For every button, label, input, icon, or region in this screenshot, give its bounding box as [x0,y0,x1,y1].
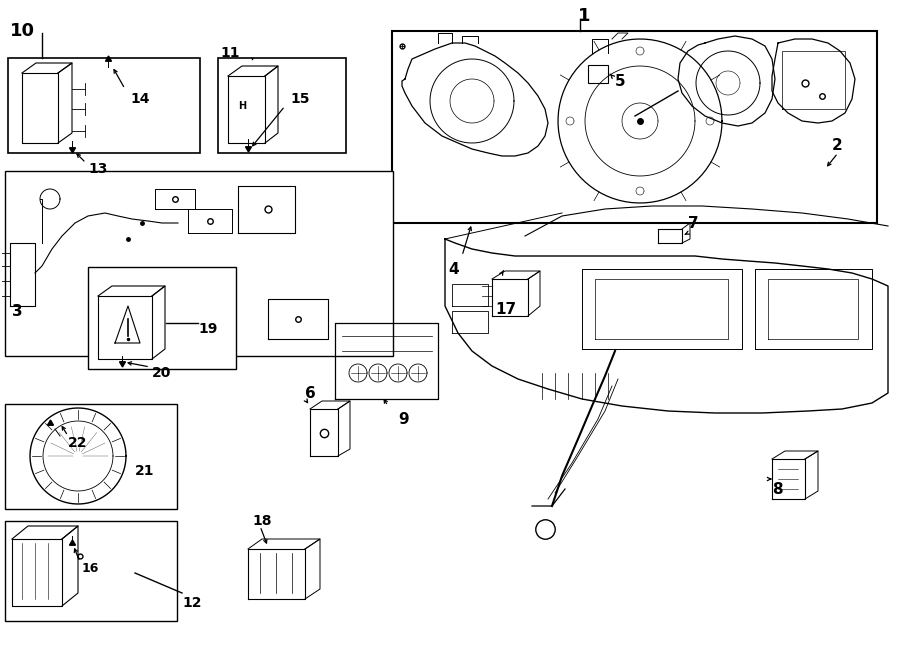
Text: 6: 6 [305,385,316,401]
Text: 12: 12 [182,596,202,610]
Text: 21: 21 [135,464,155,478]
Text: 4: 4 [448,262,459,276]
Bar [5,521,177,621]
Text: 22: 22 [68,436,87,450]
Text: 20: 20 [152,366,171,380]
Text: 3: 3 [12,303,22,319]
Bar [392,31,877,223]
Bar [5,171,393,356]
Text: 8: 8 [772,481,783,496]
Text: 11: 11 [220,46,239,60]
Text: 19: 19 [198,322,218,336]
Text: 13: 13 [88,162,107,176]
Text: 10: 10 [10,22,35,40]
Text: 7: 7 [688,215,698,231]
Text: H: H [238,101,246,111]
Bar [8,58,200,153]
Text: 2: 2 [832,139,842,153]
Text: 14: 14 [130,92,149,106]
Text: 16: 16 [82,563,99,576]
Text: 9: 9 [398,412,409,426]
Text: 18: 18 [252,514,272,528]
Bar [218,58,346,153]
Bar [588,65,608,83]
Text: 17: 17 [495,301,516,317]
Bar [88,267,236,369]
Text: 5: 5 [615,73,626,89]
Text: 1: 1 [578,7,590,25]
Bar [5,404,177,509]
Text: 15: 15 [290,92,310,106]
